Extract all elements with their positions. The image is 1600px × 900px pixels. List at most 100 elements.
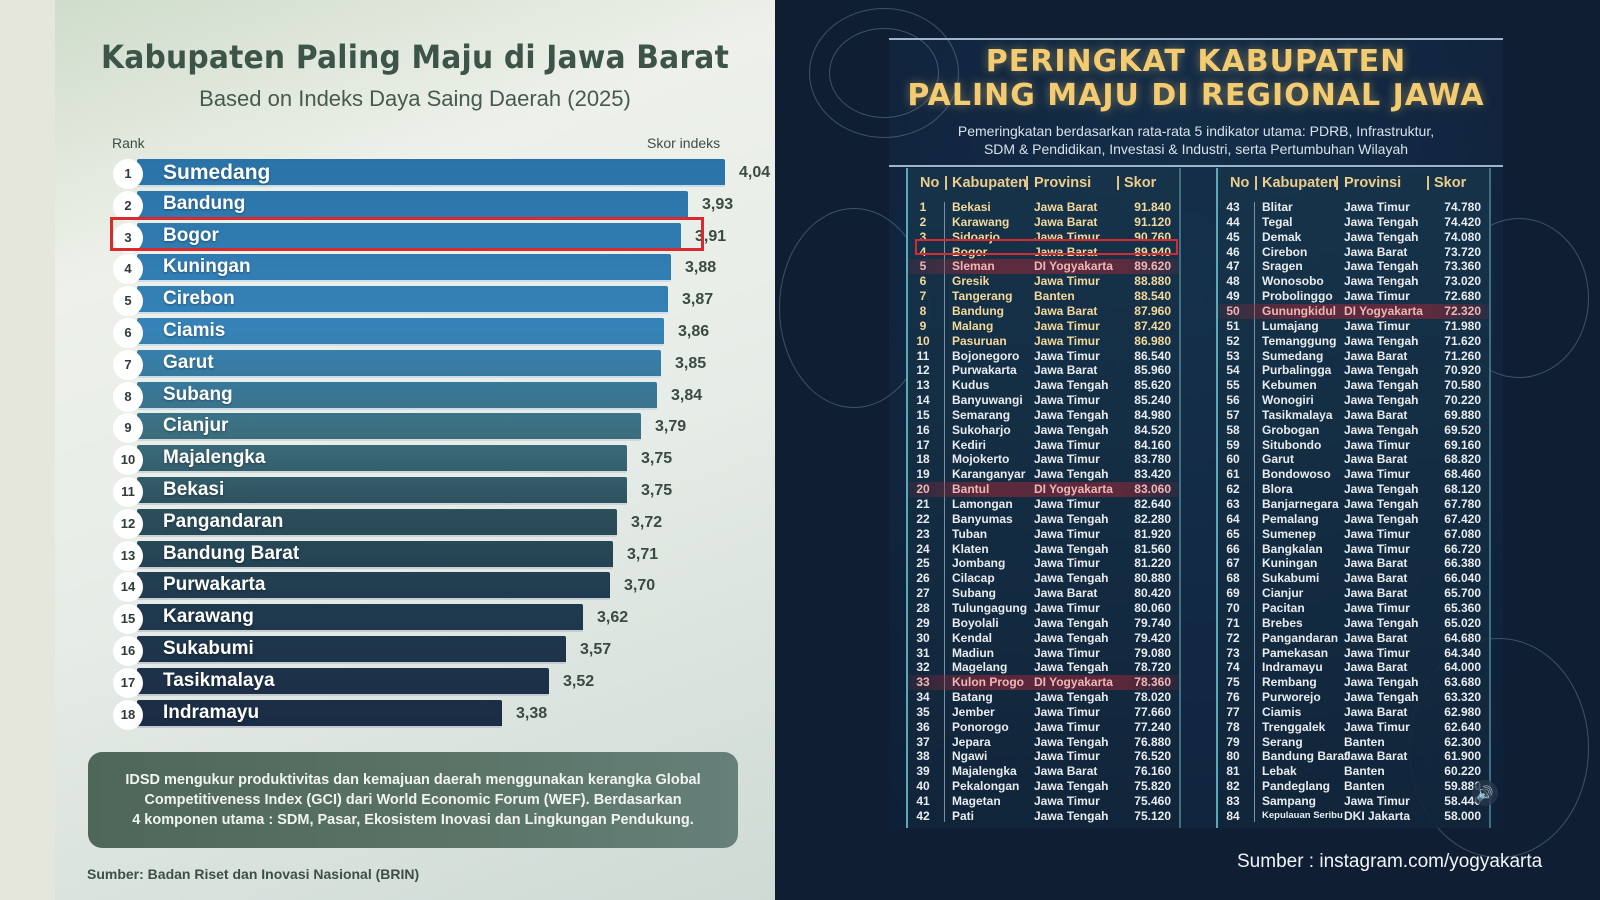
row-provinsi: Jawa Tengah [1034, 808, 1109, 823]
row-kabupaten: Gresik [952, 274, 990, 289]
table-row: 9 Malang Jawa Timur 87.420 [908, 319, 1179, 334]
row-provinsi: Jawa Timur [1034, 318, 1100, 333]
row-kabupaten: Klaten [952, 541, 989, 556]
row-kabupaten: Tasikmalaya [1262, 407, 1333, 422]
row-provinsi: Jawa Tengah [1034, 660, 1109, 675]
row-skor: 74.080 [1444, 229, 1481, 244]
row-provinsi: Jawa Timur [1034, 794, 1100, 808]
bar-value: 3,93 [702, 195, 734, 213]
source-caption-right: Sumber : instagram.com/yogyakarta [1237, 851, 1543, 872]
row-no: 20 [916, 482, 930, 497]
row-no: 70 [1226, 600, 1240, 615]
row-skor: 86.980 [1134, 333, 1171, 348]
bar-row: 3 Bogor 3,91 [111, 222, 771, 254]
row-no: 62 [1226, 482, 1240, 497]
row-kabupaten: Sukabumi [1262, 571, 1320, 586]
row-no: 22 [916, 511, 930, 526]
row-skor: 76.520 [1134, 749, 1171, 764]
table-subtitle: Pemeringkatan berdasarkan rata-rata 5 in… [889, 122, 1503, 158]
title-line-1: PERINGKAT KABUPATEN [985, 44, 1407, 79]
bar-row: 11 Bekasi 3,75 [111, 476, 771, 508]
row-kabupaten: Serang [1262, 734, 1303, 749]
bar [137, 667, 549, 696]
row-kabupaten: Pekalongan [952, 779, 1020, 794]
rank-badge: 12 [113, 508, 143, 539]
row-no: 1 [919, 200, 927, 214]
bar-row: 15 Karawang 3,62 [111, 603, 771, 635]
row-no: 31 [916, 645, 930, 660]
bar-row: 6 Ciamis 3,86 [111, 317, 771, 349]
table-row: 38 Ngawi Jawa Timur 76.520 [908, 749, 1179, 764]
bar-value: 3,72 [631, 513, 663, 531]
bar-label: Bandung [163, 192, 246, 214]
row-provinsi: Jawa Tengah [1344, 497, 1419, 511]
row-no: 72 [1226, 630, 1240, 645]
bar-row: 8 Subang 3,84 [111, 381, 771, 413]
row-no: 9 [919, 318, 927, 333]
decorative-contour [809, 8, 959, 138]
col-no: No [1230, 175, 1250, 191]
row-kabupaten: Grobogan [1262, 422, 1320, 437]
row-no: 57 [1226, 407, 1240, 422]
row-skor: 66.720 [1444, 541, 1481, 556]
table-row: 36 Ponorogo Jawa Timur 77.240 [908, 720, 1179, 735]
row-skor: 81.560 [1134, 541, 1171, 556]
col-kabupaten: Kabupaten [1262, 175, 1337, 191]
rank-badge: 16 [113, 635, 143, 666]
table-row: 82 Pandeglang Banten 59.880 [1218, 779, 1489, 794]
table-header: No | Kabupaten | Provinsi | Skor [920, 175, 1157, 191]
row-provinsi: Jawa Tengah [1034, 407, 1109, 422]
row-kabupaten: Pemalang [1262, 511, 1319, 526]
bar-label: Bandung Barat [163, 542, 300, 564]
row-kabupaten: Tegal [1262, 214, 1293, 229]
row-skor: 85.240 [1134, 393, 1171, 408]
table-row: 23 Tuban Jawa Timur 81.920 [908, 527, 1179, 542]
row-skor: 86.540 [1134, 348, 1171, 363]
row-skor: 63.680 [1444, 675, 1481, 690]
bar-row: 2 Bandung 3,93 [111, 190, 771, 222]
bar-label: Indramayu [163, 701, 260, 723]
row-provinsi: Jawa Barat [1344, 704, 1408, 719]
col-skor: Skor [1124, 175, 1157, 191]
row-skor: 71.620 [1444, 333, 1481, 348]
row-skor: 62.980 [1444, 704, 1481, 719]
row-no: 63 [1226, 497, 1240, 511]
row-skor: 64.340 [1444, 645, 1481, 660]
row-kabupaten: Tangerang [952, 289, 1013, 304]
row-provinsi: DI Yogyakarta [1344, 303, 1423, 318]
header-rule [889, 165, 1503, 167]
row-no: 81 [1226, 764, 1240, 779]
row-provinsi: Jawa Timur [1034, 526, 1100, 541]
row-provinsi: Jawa Timur [1034, 452, 1100, 467]
table-row: 83 Sampang Jawa Timur 58.440 [1218, 794, 1489, 809]
row-provinsi: Jawa Timur [1034, 749, 1100, 764]
table-row: 15 Semarang Jawa Tengah 84.980 [908, 408, 1179, 423]
row-provinsi: Jawa Timur [1034, 274, 1100, 289]
table-row: 47 Sragen Jawa Tengah 73.360 [1218, 259, 1489, 274]
bar-value: 3,85 [675, 354, 707, 372]
bar-row: 9 Cianjur 3,79 [111, 412, 771, 444]
row-no: 15 [916, 407, 930, 422]
row-kabupaten: Sampang [1262, 794, 1317, 808]
row-skor: 87.420 [1134, 318, 1171, 333]
row-no: 74 [1226, 660, 1240, 675]
row-provinsi: DI Yogyakarta [1034, 259, 1113, 274]
row-provinsi: Jawa Barat [1344, 660, 1408, 675]
row-kabupaten: Banyuwangi [952, 393, 1023, 408]
row-skor: 67.080 [1444, 526, 1481, 541]
table-row: 67 Kuningan Jawa Barat 66.380 [1218, 556, 1489, 571]
row-skor: 59.880 [1444, 779, 1481, 794]
table-row: 34 Batang Jawa Tengah 78.020 [908, 690, 1179, 705]
table-row: 59 Situbondo Jawa Timur 69.160 [1218, 438, 1489, 453]
table-row: 21 Lamongan Jawa Timur 82.640 [908, 497, 1179, 512]
speaker-volume-icon[interactable]: 🔊 [1472, 780, 1498, 806]
table-row: 39 Majalengka Jawa Barat 76.160 [908, 764, 1179, 779]
row-provinsi: Jawa Timur [1344, 289, 1410, 304]
row-kabupaten: Kepulauan Seribu [1262, 809, 1343, 821]
rank-badge: 1 [113, 159, 143, 189]
col-kabupaten: Kabupaten [952, 175, 1027, 191]
row-no: 17 [916, 437, 930, 452]
note-line: IDSD mengukur produktivitas dan kemajuan… [125, 772, 701, 788]
row-skor: 83.060 [1134, 482, 1171, 497]
subtitle-line-2: SDM & Pendidikan, Investasi & Industri, … [983, 141, 1409, 157]
